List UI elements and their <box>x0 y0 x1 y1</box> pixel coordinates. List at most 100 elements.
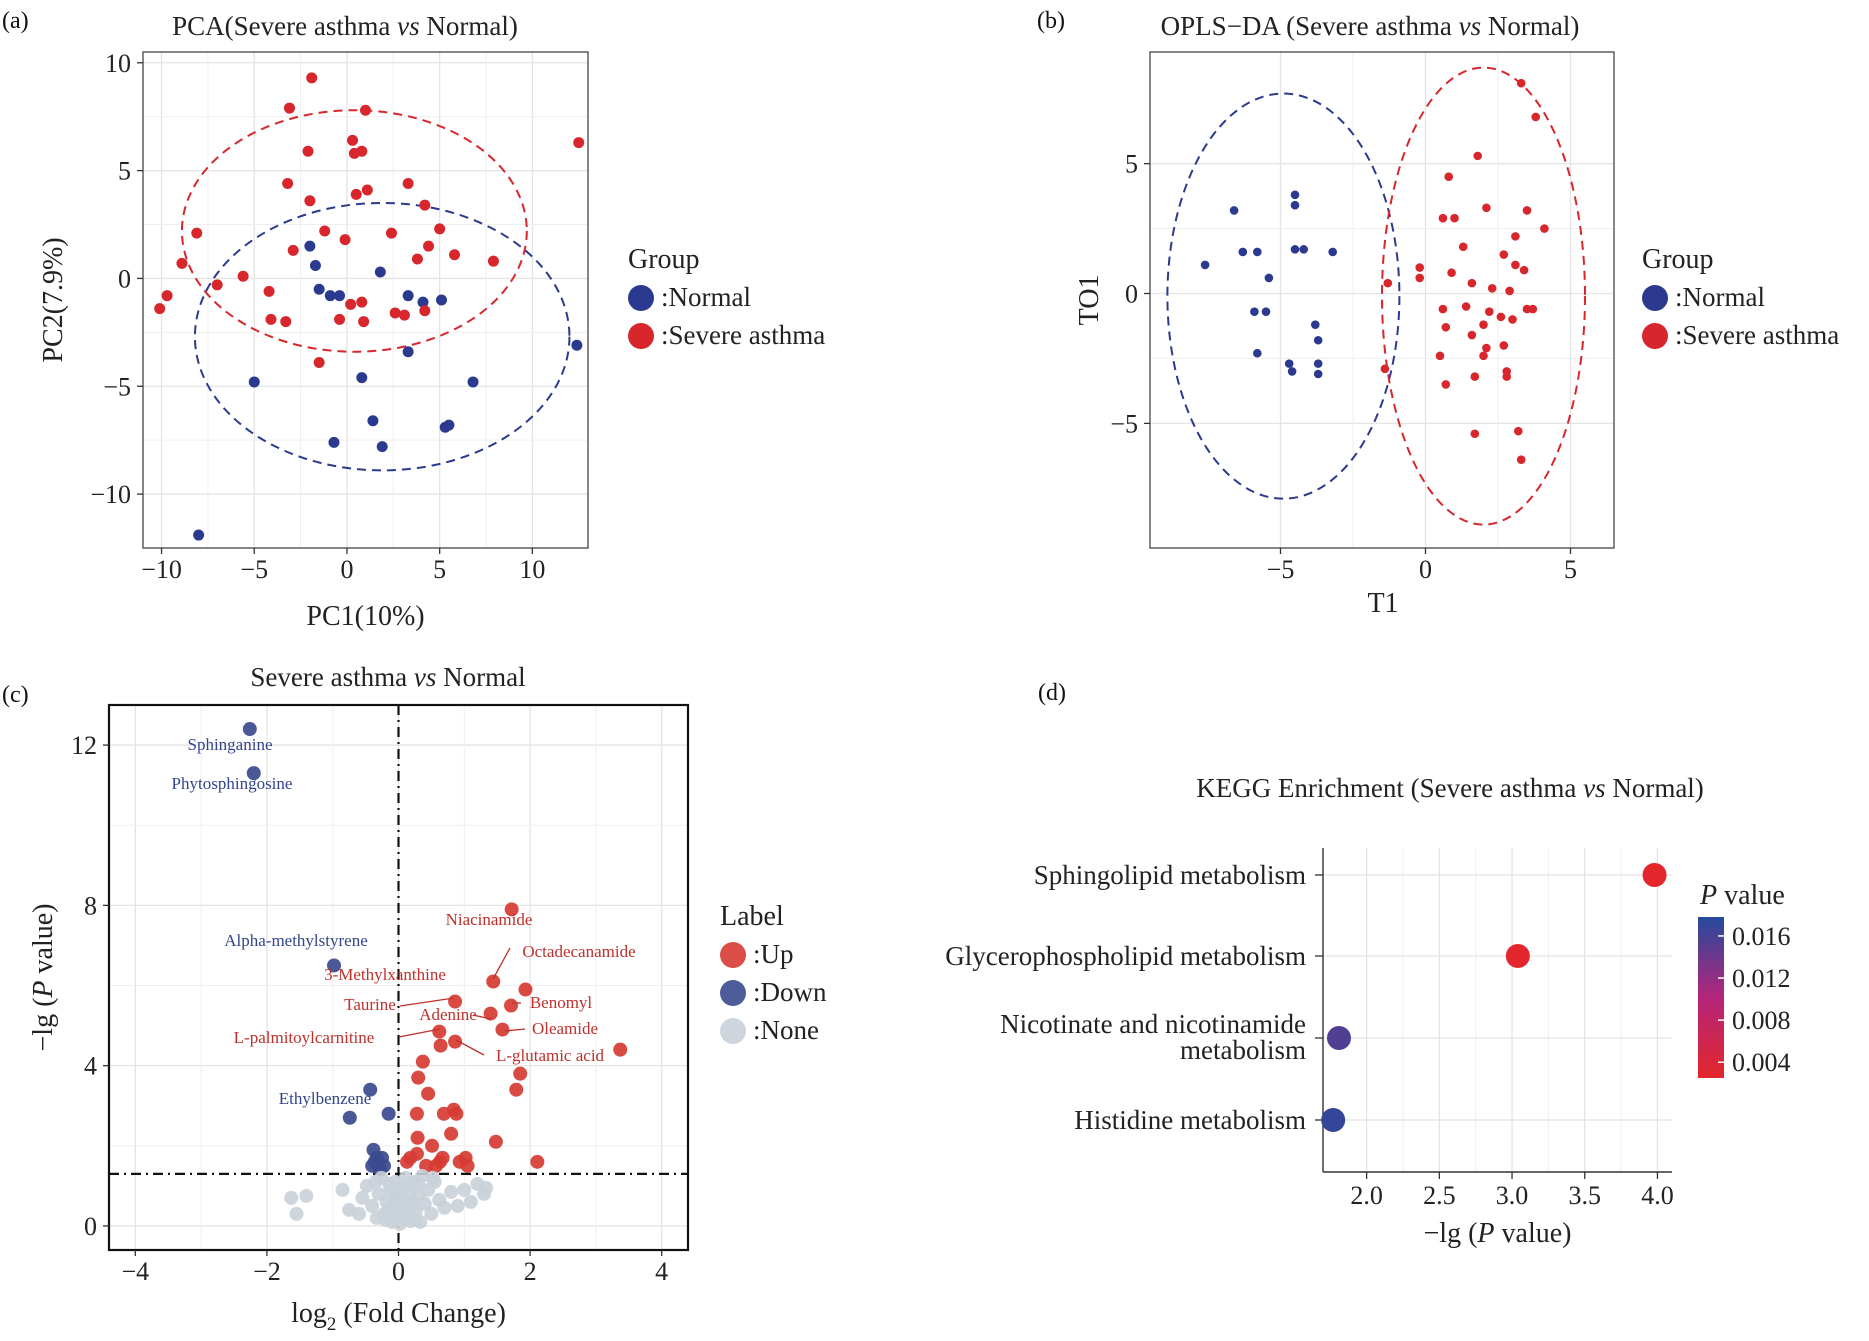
series-normal <box>193 240 583 541</box>
data-point <box>1482 343 1491 353</box>
data-point <box>1200 260 1210 270</box>
data-point <box>513 1066 528 1081</box>
data-point <box>409 1146 424 1161</box>
data-point <box>436 294 448 306</box>
category-label: Sphingolipid metabolism <box>1034 860 1306 890</box>
panel-a-pca: (a) PCA(Severe asthma vs Normal) −10 −5 0 5… <box>2 8 825 632</box>
data-point <box>434 223 446 235</box>
data-point <box>302 145 314 157</box>
legend-swatch <box>628 323 654 349</box>
panel-d-kegg: (d) KEGG Enrichment (Severe asthma vs No… <box>945 680 1790 1249</box>
x-tick-label: 0 <box>392 1257 405 1286</box>
data-point <box>342 1110 357 1125</box>
panel-c-title: Severe asthma vs Normal <box>250 662 525 692</box>
legend: Group:Normal:Severe asthma <box>628 244 825 350</box>
data-point <box>377 1206 392 1221</box>
plot-frame <box>1149 51 1615 549</box>
data-point <box>467 376 479 388</box>
data-point <box>289 1206 304 1221</box>
x-axis-label: −lg (P value) <box>1424 1218 1572 1249</box>
enrichment-point <box>1326 1026 1351 1050</box>
legend: Label:Up:Down:None <box>720 901 827 1045</box>
colorbar-gradient <box>1698 917 1724 1078</box>
data-point <box>367 415 379 427</box>
data-point <box>613 1042 628 1057</box>
data-point <box>1311 320 1320 329</box>
data-point <box>356 372 368 384</box>
data-point <box>1499 250 1509 259</box>
data-point <box>246 766 261 781</box>
category-label: Glycerophospholipid metabolism <box>945 941 1306 971</box>
legend-label: :Down <box>753 977 827 1007</box>
data-point <box>443 419 455 431</box>
data-point <box>479 1180 494 1195</box>
data-point <box>1438 304 1448 314</box>
y-axis-label: PC2(7.9%) <box>38 237 69 362</box>
legend-swatch <box>720 1018 746 1044</box>
annotation-label: L-glutamic acid <box>496 1046 605 1065</box>
annotation-label: Phytosphingosine <box>172 774 293 793</box>
data-point <box>368 1174 383 1189</box>
legend-swatch <box>720 942 746 968</box>
legend-swatch <box>628 285 654 311</box>
legend-swatch <box>720 980 746 1006</box>
data-point <box>1290 190 1300 200</box>
data-point <box>460 1158 475 1173</box>
legend: Group:Normal:Severe asthma <box>1642 244 1839 350</box>
data-point <box>328 436 340 448</box>
data-point <box>1531 112 1540 122</box>
data-point <box>1514 426 1523 436</box>
data-point <box>355 1190 370 1205</box>
data-point <box>376 441 388 453</box>
data-point <box>432 1154 447 1169</box>
data-point <box>402 178 414 190</box>
legend-title: Label <box>720 901 784 932</box>
data-point <box>1516 455 1526 465</box>
legend-label: :Normal <box>661 282 751 312</box>
data-point <box>1435 351 1445 361</box>
data-point <box>324 290 336 302</box>
enrichment-point <box>1505 944 1530 968</box>
data-point <box>1505 286 1514 296</box>
x-tick-label: 4 <box>655 1257 668 1286</box>
data-point <box>433 1038 448 1053</box>
series-severeasthma <box>154 72 585 369</box>
x-axis-label: PC1(10%) <box>306 601 424 632</box>
data-point <box>154 303 166 315</box>
data-point <box>419 199 431 211</box>
data-point <box>335 1182 350 1197</box>
data-point <box>374 266 386 278</box>
data-point <box>306 72 318 84</box>
data-point <box>407 1212 422 1227</box>
data-point <box>161 290 173 302</box>
annotation-label: Niacinamide <box>446 910 533 929</box>
data-point <box>444 1126 459 1141</box>
confidence-ellipse-severe <box>1381 66 1586 526</box>
x-tick-label: 4.0 <box>1641 1181 1674 1210</box>
data-point <box>356 145 368 157</box>
data-point <box>504 902 519 917</box>
annotation-label: Benomyl <box>530 993 593 1012</box>
data-point <box>313 357 325 369</box>
data-point <box>463 1194 478 1209</box>
data-point <box>402 346 414 358</box>
data-point <box>347 134 359 146</box>
data-point <box>345 298 357 310</box>
data-point <box>448 1034 463 1049</box>
data-point <box>1313 359 1323 368</box>
data-point <box>284 1190 299 1205</box>
y-tick-label: −5 <box>1110 409 1138 438</box>
data-point <box>411 1070 426 1085</box>
colorbar: P value 0.016 0.012 0.008 0.004 <box>1698 880 1791 1078</box>
panel-b-title: OPLS−DA (Severe asthma vs Normal) <box>1161 11 1580 41</box>
annotation-leader <box>455 1039 485 1056</box>
data-point <box>334 290 346 302</box>
panel-b-oplsda: (b) OPLS−DA (Severe asthma vs Normal) −5… <box>1037 8 1839 619</box>
data-point <box>411 1176 426 1191</box>
data-point <box>385 227 397 239</box>
data-point <box>425 1138 440 1153</box>
data-point <box>382 1176 397 1191</box>
y-axis-label: TO1 <box>1074 275 1105 326</box>
data-point <box>419 305 431 317</box>
